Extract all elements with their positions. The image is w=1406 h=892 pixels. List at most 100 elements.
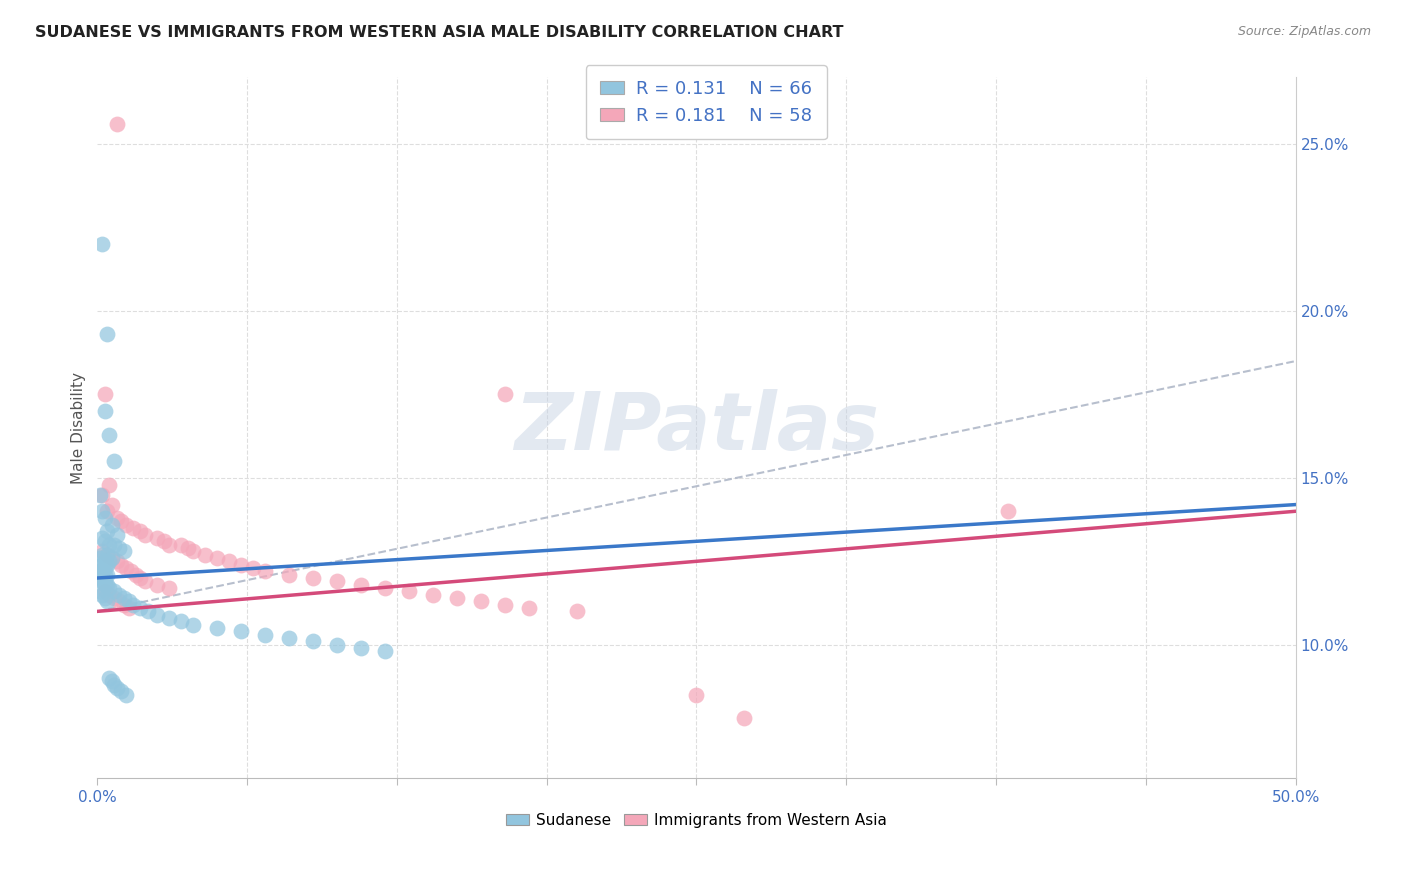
- Point: [112, 544, 135, 558]
- Point: [129, 571, 152, 585]
- Point: [91, 504, 114, 518]
- Point: [98, 581, 121, 595]
- Point: [96, 558, 118, 572]
- Point: [91, 574, 114, 589]
- Point: [96, 567, 118, 582]
- Point: [242, 561, 264, 575]
- Point: [422, 588, 444, 602]
- Point: [350, 641, 373, 656]
- Point: [89, 551, 111, 566]
- Point: [157, 538, 180, 552]
- Point: [103, 584, 125, 599]
- Point: [205, 621, 228, 635]
- Point: [100, 498, 122, 512]
- Point: [146, 577, 169, 591]
- Point: [93, 574, 115, 589]
- Point: [98, 588, 121, 602]
- Point: [98, 427, 121, 442]
- Point: [105, 511, 128, 525]
- Point: [129, 524, 152, 539]
- Point: [350, 577, 373, 591]
- Point: [218, 554, 240, 568]
- Point: [494, 598, 516, 612]
- Point: [91, 558, 114, 572]
- Y-axis label: Male Disability: Male Disability: [72, 372, 86, 483]
- Point: [157, 581, 180, 595]
- Point: [231, 558, 253, 572]
- Point: [93, 567, 115, 582]
- Point: [115, 561, 138, 575]
- Point: [494, 387, 516, 401]
- Point: [108, 588, 131, 602]
- Text: SUDANESE VS IMMIGRANTS FROM WESTERN ASIA MALE DISABILITY CORRELATION CHART: SUDANESE VS IMMIGRANTS FROM WESTERN ASIA…: [35, 25, 844, 40]
- Point: [100, 517, 122, 532]
- Text: ZIPatlas: ZIPatlas: [515, 389, 879, 467]
- Point: [181, 544, 204, 558]
- Point: [685, 688, 707, 702]
- Point: [326, 574, 349, 589]
- Point: [181, 617, 204, 632]
- Point: [93, 511, 115, 525]
- Point: [134, 527, 156, 541]
- Point: [254, 564, 277, 578]
- Point: [254, 628, 277, 642]
- Point: [98, 538, 121, 552]
- Point: [374, 581, 396, 595]
- Point: [96, 548, 118, 562]
- Point: [108, 594, 131, 608]
- Point: [93, 404, 115, 418]
- Point: [100, 674, 122, 689]
- Point: [231, 624, 253, 639]
- Point: [105, 117, 128, 131]
- Point: [733, 711, 755, 725]
- Point: [278, 567, 301, 582]
- Point: [170, 538, 193, 552]
- Point: [278, 631, 301, 645]
- Point: [105, 554, 128, 568]
- Point: [103, 454, 125, 468]
- Point: [93, 534, 115, 549]
- Point: [122, 598, 145, 612]
- Point: [96, 327, 118, 342]
- Point: [98, 554, 121, 568]
- Point: [110, 514, 132, 528]
- Point: [302, 571, 325, 585]
- Point: [105, 527, 128, 541]
- Point: [129, 601, 152, 615]
- Point: [302, 634, 325, 648]
- Point: [91, 487, 114, 501]
- Point: [125, 567, 148, 582]
- Point: [93, 387, 115, 401]
- Point: [517, 601, 540, 615]
- Point: [91, 531, 114, 545]
- Point: [91, 548, 114, 562]
- Point: [122, 521, 145, 535]
- Point: [96, 594, 118, 608]
- Point: [112, 598, 135, 612]
- Point: [91, 564, 114, 578]
- Point: [98, 477, 121, 491]
- Point: [194, 548, 217, 562]
- Legend: Sudanese, Immigrants from Western Asia: Sudanese, Immigrants from Western Asia: [499, 806, 893, 834]
- Point: [110, 684, 132, 698]
- Point: [117, 594, 139, 608]
- Point: [89, 564, 111, 578]
- Point: [93, 584, 115, 599]
- Point: [108, 541, 131, 555]
- Point: [105, 681, 128, 695]
- Point: [91, 544, 114, 558]
- Point: [103, 678, 125, 692]
- Point: [326, 638, 349, 652]
- Point: [91, 571, 114, 585]
- Point: [91, 237, 114, 252]
- Point: [93, 561, 115, 575]
- Point: [136, 604, 159, 618]
- Point: [91, 588, 114, 602]
- Point: [157, 611, 180, 625]
- Point: [96, 548, 118, 562]
- Text: Source: ZipAtlas.com: Source: ZipAtlas.com: [1237, 25, 1371, 38]
- Point: [997, 504, 1019, 518]
- Point: [103, 591, 125, 605]
- Point: [146, 531, 169, 545]
- Point: [98, 671, 121, 685]
